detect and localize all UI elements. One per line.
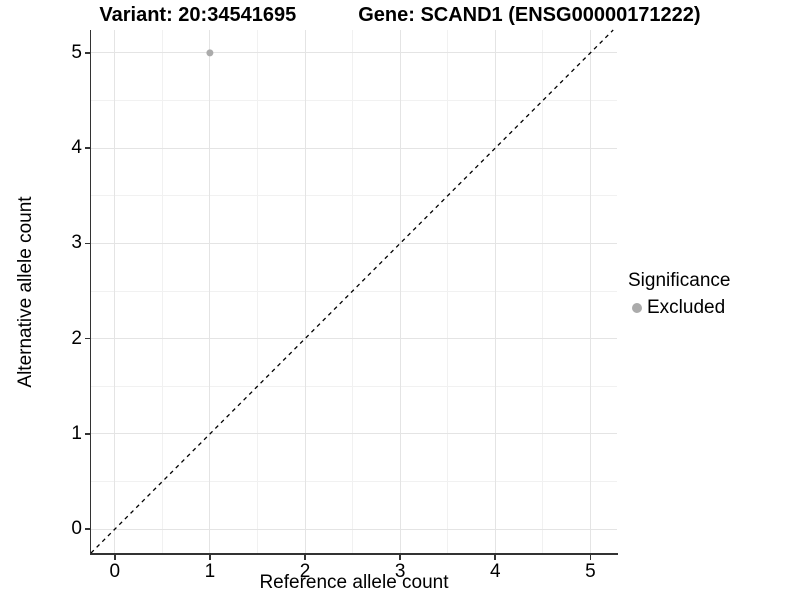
x-gridline-major: [304, 30, 306, 553]
legend-title: Significance: [628, 270, 731, 291]
y-tick-label: 0: [71, 518, 82, 540]
y-tick-label: 5: [71, 41, 82, 63]
y-gridline-major: [91, 147, 617, 149]
y-gridline-minor: [91, 195, 617, 197]
x-tick-label: 4: [489, 561, 501, 582]
y-tick: [84, 242, 90, 245]
x-tick: [589, 554, 592, 560]
plot-title-variant: Variant: 20:34541695: [99, 4, 297, 26]
y-gridline-major: [91, 52, 617, 54]
x-tick-label: 1: [204, 561, 216, 582]
y-gridline-minor: [91, 290, 617, 292]
y-gridline-minor: [91, 99, 617, 101]
y-gridline-major: [91, 242, 617, 244]
plot-panel: [91, 30, 617, 553]
y-gridline-minor: [91, 481, 617, 483]
x-axis-title: Reference allele count: [259, 572, 449, 593]
x-gridline-major: [494, 30, 496, 553]
y-gridline-minor: [91, 385, 617, 387]
y-tick: [84, 433, 90, 435]
x-gridline-major: [399, 30, 401, 553]
y-tick-label: 4: [71, 137, 82, 159]
legend-item-label: Excluded: [647, 297, 726, 318]
legend-point-icon: [631, 303, 642, 313]
y-axis-title: Alternative allele count: [15, 196, 36, 388]
x-tick-label: 0: [109, 561, 121, 582]
x-gridline-major: [114, 30, 116, 553]
y-tick-label: 2: [71, 327, 82, 349]
x-tick: [114, 554, 116, 560]
x-tick: [304, 554, 306, 560]
legend-key: [628, 303, 645, 313]
x-tick: [494, 554, 496, 560]
y-tick: [84, 147, 90, 149]
y-axis-line: [89, 30, 91, 555]
y-gridline-major: [91, 433, 617, 435]
x-tick: [399, 554, 401, 560]
legend-item: Excluded: [628, 297, 730, 319]
y-gridline-major: [91, 528, 617, 530]
x-tick: [209, 554, 211, 560]
x-tick-label: 5: [585, 561, 596, 582]
plot-title-gene: Gene: SCAND1 (ENSG00000171222): [358, 4, 701, 26]
y-tick: [84, 337, 90, 340]
y-tick: [84, 528, 90, 530]
y-tick-label: 3: [71, 232, 82, 254]
plot-title: Variant: 20:34541695 Gene: SCAND1 (ENSG0…: [0, 4, 800, 27]
x-gridline-major: [589, 30, 591, 553]
legend: Significance Excluded: [628, 270, 730, 319]
x-axis-line: [89, 553, 618, 555]
y-tick-label: 1: [71, 422, 82, 444]
x-tick-label: 2: [299, 561, 311, 582]
y-tick: [84, 52, 90, 54]
y-gridline-major: [91, 338, 617, 340]
x-gridline-major: [209, 30, 211, 553]
x-tick-label: 3: [394, 561, 406, 582]
